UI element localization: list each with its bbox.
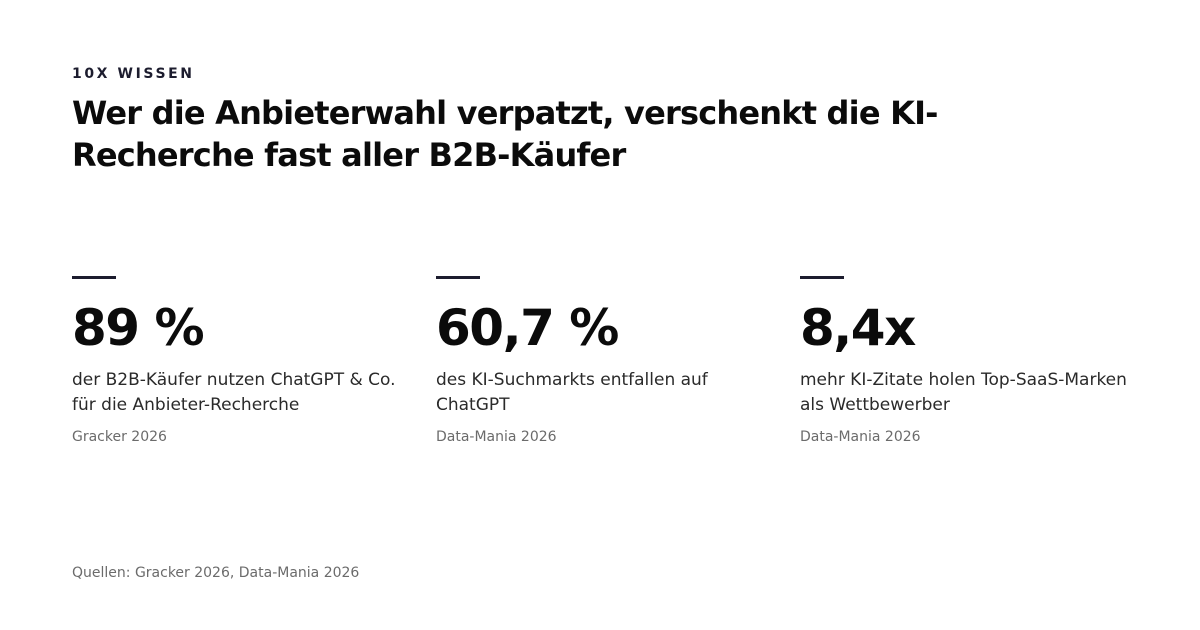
eyebrow-label: 10X WISSEN bbox=[72, 66, 195, 82]
stat-value: 60,7 % bbox=[436, 299, 619, 357]
stat-card-3: 8,4x mehr KI-Zitate holen Top-SaaS-Marke… bbox=[800, 276, 1130, 447]
stat-value: 89 % bbox=[72, 299, 205, 357]
stat-divider bbox=[72, 276, 116, 279]
stat-description: des KI-Suchmarkts entfallen auf ChatGPT bbox=[436, 370, 708, 415]
page-title: Wer die Anbieterwahl verpatzt, verschenk… bbox=[72, 94, 938, 174]
stat-description: mehr KI-Zitate holen Top-SaaS-Marken als… bbox=[800, 370, 1127, 415]
stat-value: 8,4x bbox=[800, 299, 916, 357]
stats-row: 89 % der B2B-Käufer nutzen ChatGPT & Co.… bbox=[72, 276, 1164, 466]
sources-footer: Quellen: Gracker 2026, Data-Mania 2026 bbox=[72, 565, 360, 581]
stat-card-1: 89 % der B2B-Käufer nutzen ChatGPT & Co.… bbox=[72, 276, 402, 447]
stat-source: Data-Mania 2026 bbox=[436, 429, 557, 445]
stat-description: der B2B-Käufer nutzen ChatGPT & Co. für … bbox=[72, 370, 396, 415]
stat-source: Data-Mania 2026 bbox=[800, 429, 921, 445]
stat-divider bbox=[436, 276, 480, 279]
stat-source: Gracker 2026 bbox=[72, 429, 167, 445]
stat-card-2: 60,7 % des KI-Suchmarkts entfallen auf C… bbox=[436, 276, 766, 447]
stat-divider bbox=[800, 276, 844, 279]
